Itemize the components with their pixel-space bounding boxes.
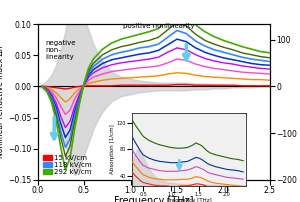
- Legend: 15 kV/cm, 118 kV/cm, 292 kV/cm: 15 kV/cm, 118 kV/cm, 292 kV/cm: [43, 155, 91, 175]
- Text: positive nonlinearity: positive nonlinearity: [123, 23, 195, 29]
- X-axis label: Frequency [THz]: Frequency [THz]: [114, 196, 194, 202]
- Text: negative
non-
linearity: negative non- linearity: [45, 40, 75, 60]
- X-axis label: Frequency [THz]: Frequency [THz]: [167, 199, 212, 202]
- Y-axis label: Nonlinear refractive index Δn: Nonlinear refractive index Δn: [0, 46, 5, 158]
- Y-axis label: Absorption [1/cm]: Absorption [1/cm]: [110, 125, 115, 174]
